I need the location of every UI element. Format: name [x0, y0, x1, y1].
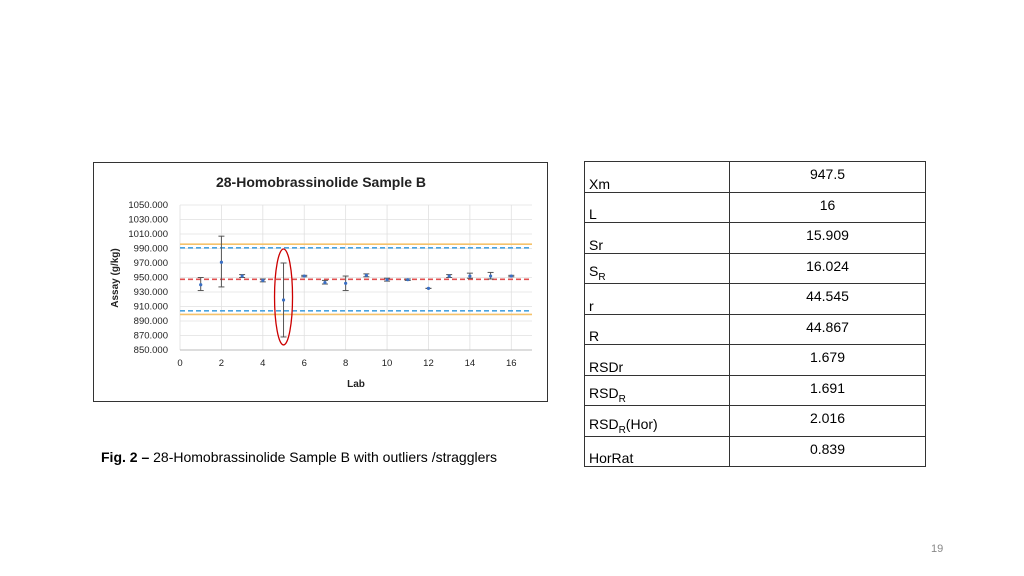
data-point — [385, 278, 389, 282]
y-tick-label: 990.000 — [134, 244, 168, 255]
x-tick-label: 6 — [302, 358, 307, 369]
y-tick-label: 850.000 — [134, 345, 168, 356]
stats-row: R 44.867 — [584, 313, 926, 345]
stats-row: RSDR(Hor) 2.016 — [584, 405, 926, 437]
stat-label-suffix: (Hor) — [625, 415, 658, 432]
stat-value: 1.691 — [729, 374, 926, 406]
stat-label: RSDR(Hor) — [584, 405, 730, 437]
stats-row: RSDR 1.691 — [584, 374, 926, 406]
stats-table: Xm 947.5 L 16 Sr 15.909 SR 16.024 r 44.545 R 44.867… — [584, 161, 926, 467]
stat-label-text: S — [589, 263, 599, 280]
stat-label-subscript: R — [598, 272, 606, 283]
x-tick-label: 2 — [219, 358, 224, 369]
stat-label: SR — [584, 252, 730, 284]
data-point — [323, 280, 327, 285]
stats-row: Xm 947.5 — [584, 161, 926, 193]
data-point — [281, 298, 286, 302]
data-point — [302, 274, 306, 278]
stat-label-text: RSDr — [589, 358, 624, 375]
stat-label: R — [584, 313, 730, 345]
stat-value: 16 — [729, 191, 926, 223]
y-tick-label: 1010.000 — [128, 229, 168, 240]
stat-label: r — [584, 283, 730, 315]
stat-value: 15.909 — [729, 222, 926, 254]
x-tick-label: 14 — [465, 358, 476, 369]
x-tick-label: 16 — [506, 358, 517, 369]
chart-svg: 850.000 870.000 890.000 910.000 930.000 950.0… — [110, 174, 532, 390]
stats-row: SR 16.024 — [584, 252, 926, 284]
outlier-highlight-ellipse — [273, 248, 294, 346]
stat-label-text: Xm — [589, 175, 610, 192]
stats-row: L 16 — [584, 191, 926, 223]
stat-label: HorRat — [584, 435, 730, 467]
y-tick-label: 870.000 — [134, 331, 168, 342]
data-point — [509, 274, 513, 278]
y-tick-label: 970.000 — [134, 258, 168, 269]
stats-row: Sr 15.909 — [584, 222, 926, 254]
stats-row: r 44.545 — [584, 283, 926, 315]
stat-value: 44.545 — [729, 283, 926, 315]
stat-label-text: R — [589, 328, 600, 344]
stat-value: 947.5 — [729, 161, 926, 193]
stat-value: 1.679 — [729, 344, 926, 376]
page-number: 19 — [931, 543, 944, 555]
stat-label-subscript: R — [618, 394, 626, 405]
stats-row: HorRat 0.839 — [584, 435, 926, 467]
y-axis-label: Assay (g/kg) — [110, 248, 121, 307]
caption-prefix: Fig. 2 – — [101, 449, 150, 465]
data-point — [219, 260, 224, 264]
x-tick-label: 0 — [177, 358, 182, 369]
figure-caption: Fig. 2 – 28-Homobrassinolide Sample B wi… — [101, 449, 497, 465]
caption-text: 28-Homobrassinolide Sample B with outlie… — [149, 449, 498, 465]
x-tick-label: 10 — [382, 358, 393, 369]
data-point — [468, 274, 472, 278]
data-point — [344, 281, 348, 285]
y-tick-label: 930.000 — [134, 287, 168, 298]
stat-label: Xm — [584, 161, 730, 193]
x-axis-label: Lab — [347, 379, 365, 390]
stat-label-text: L — [589, 206, 597, 222]
x-tick-label: 8 — [343, 358, 348, 369]
stat-label-text: RSD — [589, 415, 619, 432]
stat-value: 44.867 — [729, 313, 926, 345]
data-point — [261, 278, 265, 282]
data-point — [240, 274, 244, 278]
data-point — [406, 278, 410, 282]
y-tick-label: 1030.000 — [128, 215, 168, 226]
stat-label: RSDr — [584, 344, 730, 376]
data-point — [447, 274, 451, 278]
y-tick-label: 910.000 — [134, 302, 168, 313]
stat-label-text: r — [589, 297, 594, 314]
stat-label-text: Sr — [589, 236, 603, 253]
stat-label-text: RSD — [589, 385, 619, 402]
x-tick-label: 12 — [423, 358, 434, 369]
data-point — [488, 274, 493, 278]
stat-label: RSDR — [584, 374, 730, 406]
data-point — [364, 273, 368, 277]
stat-value: 16.024 — [729, 252, 926, 284]
y-tick-label: 950.000 — [134, 273, 168, 284]
stat-label: Sr — [584, 222, 730, 254]
data-point — [199, 283, 203, 287]
chart-frame: 850.000 870.000 890.000 910.000 930.000 950.0… — [93, 162, 548, 402]
chart-title: 28-Homobrassinolide Sample B — [216, 174, 426, 190]
stats-row: RSDr 1.679 — [584, 344, 926, 376]
stat-value: 0.839 — [729, 435, 926, 467]
y-tick-label: 1050.000 — [128, 200, 168, 211]
stat-label-subscript: R — [618, 424, 626, 436]
stat-label: L — [584, 191, 730, 223]
y-tick-label: 890.000 — [134, 316, 168, 327]
stat-value: 2.016 — [729, 405, 926, 437]
x-tick-label: 4 — [260, 358, 265, 369]
stat-label-text: HorRat — [589, 450, 634, 466]
data-point — [426, 286, 431, 290]
